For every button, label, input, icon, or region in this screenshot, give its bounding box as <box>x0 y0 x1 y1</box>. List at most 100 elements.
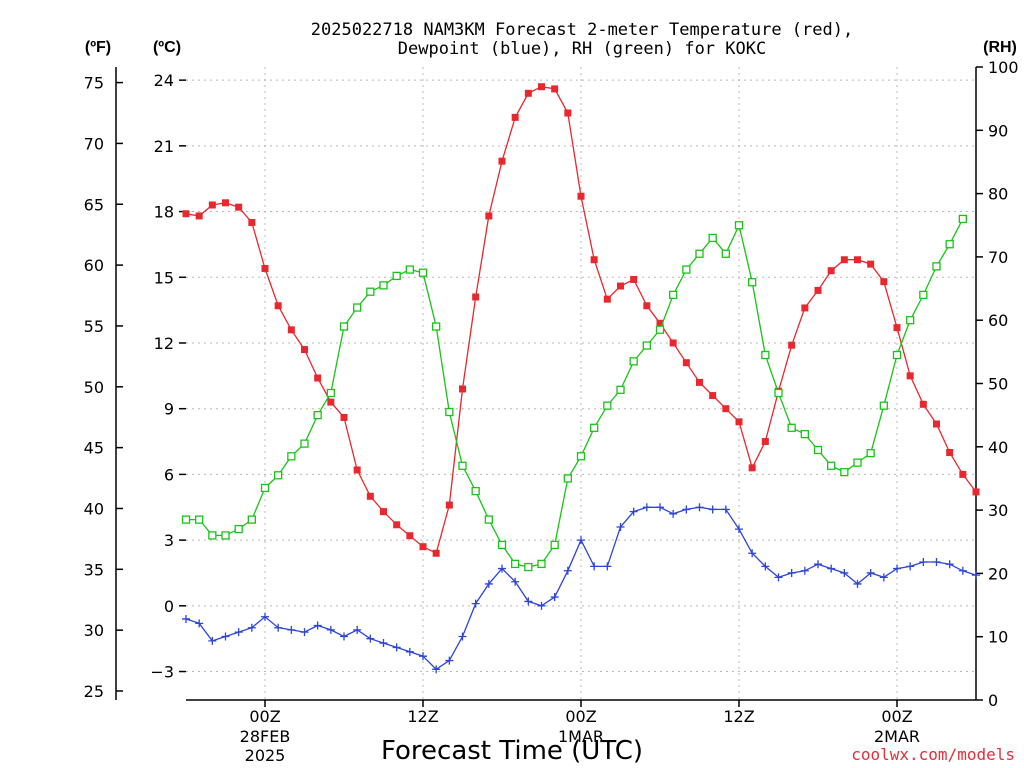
x-tick-label-time: 12Z <box>407 707 438 726</box>
dewpoint-point <box>879 573 888 582</box>
temperature-point <box>432 549 440 557</box>
rh-point <box>932 262 941 271</box>
temperature-point <box>406 532 414 540</box>
temperature-point <box>722 405 730 413</box>
celsius-tick-label: 0 <box>164 597 174 616</box>
dewpoint-point <box>340 632 348 641</box>
temperature-point <box>366 492 374 500</box>
temperature-point <box>590 256 598 264</box>
source-credit: coolwx.com/models <box>851 745 1015 764</box>
dewpoint-point <box>405 647 414 656</box>
dewpoint-point <box>182 614 190 623</box>
temperature-point <box>524 89 532 97</box>
temperature-point <box>603 295 611 303</box>
temperature-point <box>208 201 216 209</box>
rh-point <box>550 540 559 550</box>
rh-point <box>576 452 586 461</box>
celsius-tick-label: 3 <box>164 531 174 550</box>
fahrenheit-tick-label: 40 <box>84 499 104 518</box>
temperature-point <box>380 508 387 516</box>
x-tick-label-time: 00Z <box>565 707 596 726</box>
temperature-point <box>867 260 875 268</box>
dewpoint-point <box>642 503 651 512</box>
dewpoint-point <box>313 621 322 630</box>
fahrenheit-tick-label: 45 <box>84 439 104 458</box>
temperature-point <box>656 319 664 327</box>
dewpoint-point <box>511 577 520 586</box>
fahrenheit-tick-label: 50 <box>84 378 104 397</box>
temperature-point <box>393 521 401 529</box>
rh-point <box>629 357 638 366</box>
rh-tick-label: 0 <box>988 691 998 710</box>
dewpoint-point <box>814 560 822 569</box>
temperature-point <box>906 372 914 380</box>
rh-point <box>669 290 678 300</box>
temperature-point <box>696 378 703 386</box>
x-tick-label-date: 28FEB <box>240 727 291 746</box>
rh-point <box>366 287 375 296</box>
dewpoint-point <box>366 634 375 643</box>
temperature-point <box>538 83 545 91</box>
dewpoint-point <box>221 632 230 641</box>
temperature-point <box>748 464 756 472</box>
rh-point <box>221 531 230 540</box>
rh-point <box>590 423 599 432</box>
dewpoint-point <box>840 568 849 577</box>
temperature-point <box>248 219 256 227</box>
dewpoint-point <box>537 601 546 610</box>
rh-point <box>458 461 467 470</box>
temperature-point <box>788 341 796 349</box>
temperature-point <box>761 438 769 446</box>
fahrenheit-tick-label: 70 <box>84 134 104 153</box>
temperature-point <box>261 265 269 273</box>
temperature-point <box>459 385 466 393</box>
rh-point <box>800 429 809 439</box>
temperature-point <box>946 448 954 456</box>
temperature-point <box>195 212 203 220</box>
temperature-point <box>801 304 809 312</box>
dewpoint-point <box>445 656 454 665</box>
rh-point <box>748 278 757 287</box>
rh-point <box>603 401 612 410</box>
temperature-point <box>840 256 848 264</box>
temperature-point <box>564 109 572 117</box>
dewpoint-point <box>800 566 809 575</box>
dewpoint-point <box>893 564 901 573</box>
rh-point <box>524 562 533 572</box>
temperature-point <box>445 501 453 509</box>
rh-point <box>537 559 546 569</box>
dewpoint-point <box>234 628 243 637</box>
temperature-point <box>419 543 427 551</box>
dewpoint-point <box>735 525 743 534</box>
rh-point <box>379 281 388 290</box>
dewpoint-point <box>932 558 941 567</box>
fahrenheit-tick-label: 60 <box>84 256 104 275</box>
temperature-point <box>735 418 743 426</box>
rh-point <box>721 249 730 258</box>
celsius-tick-label: 15 <box>154 268 174 287</box>
dewpoint-point <box>669 509 678 518</box>
dewpoint-point <box>866 568 875 577</box>
dewpoint-point <box>656 503 664 512</box>
fahrenheit-tick-label: 25 <box>84 682 104 701</box>
fahrenheit-tick-label: 75 <box>84 74 104 93</box>
series-rh <box>181 214 967 572</box>
dewpoint-point <box>379 639 388 648</box>
rh-point <box>879 401 888 410</box>
dewpoint-point <box>945 560 954 569</box>
temperature-point <box>485 212 493 220</box>
rh-point <box>287 452 296 461</box>
temperature-point <box>314 374 322 382</box>
rh-point <box>181 515 191 524</box>
celsius-unit-label: (ºC) <box>153 39 181 56</box>
rh-point <box>208 531 217 540</box>
temperature-point <box>472 293 480 301</box>
rh-point <box>418 268 428 277</box>
temperature-point <box>814 286 822 294</box>
rh-point <box>866 448 875 458</box>
temperature-point <box>287 326 295 334</box>
rh-point <box>247 515 256 524</box>
dewpoint-point <box>906 562 915 571</box>
